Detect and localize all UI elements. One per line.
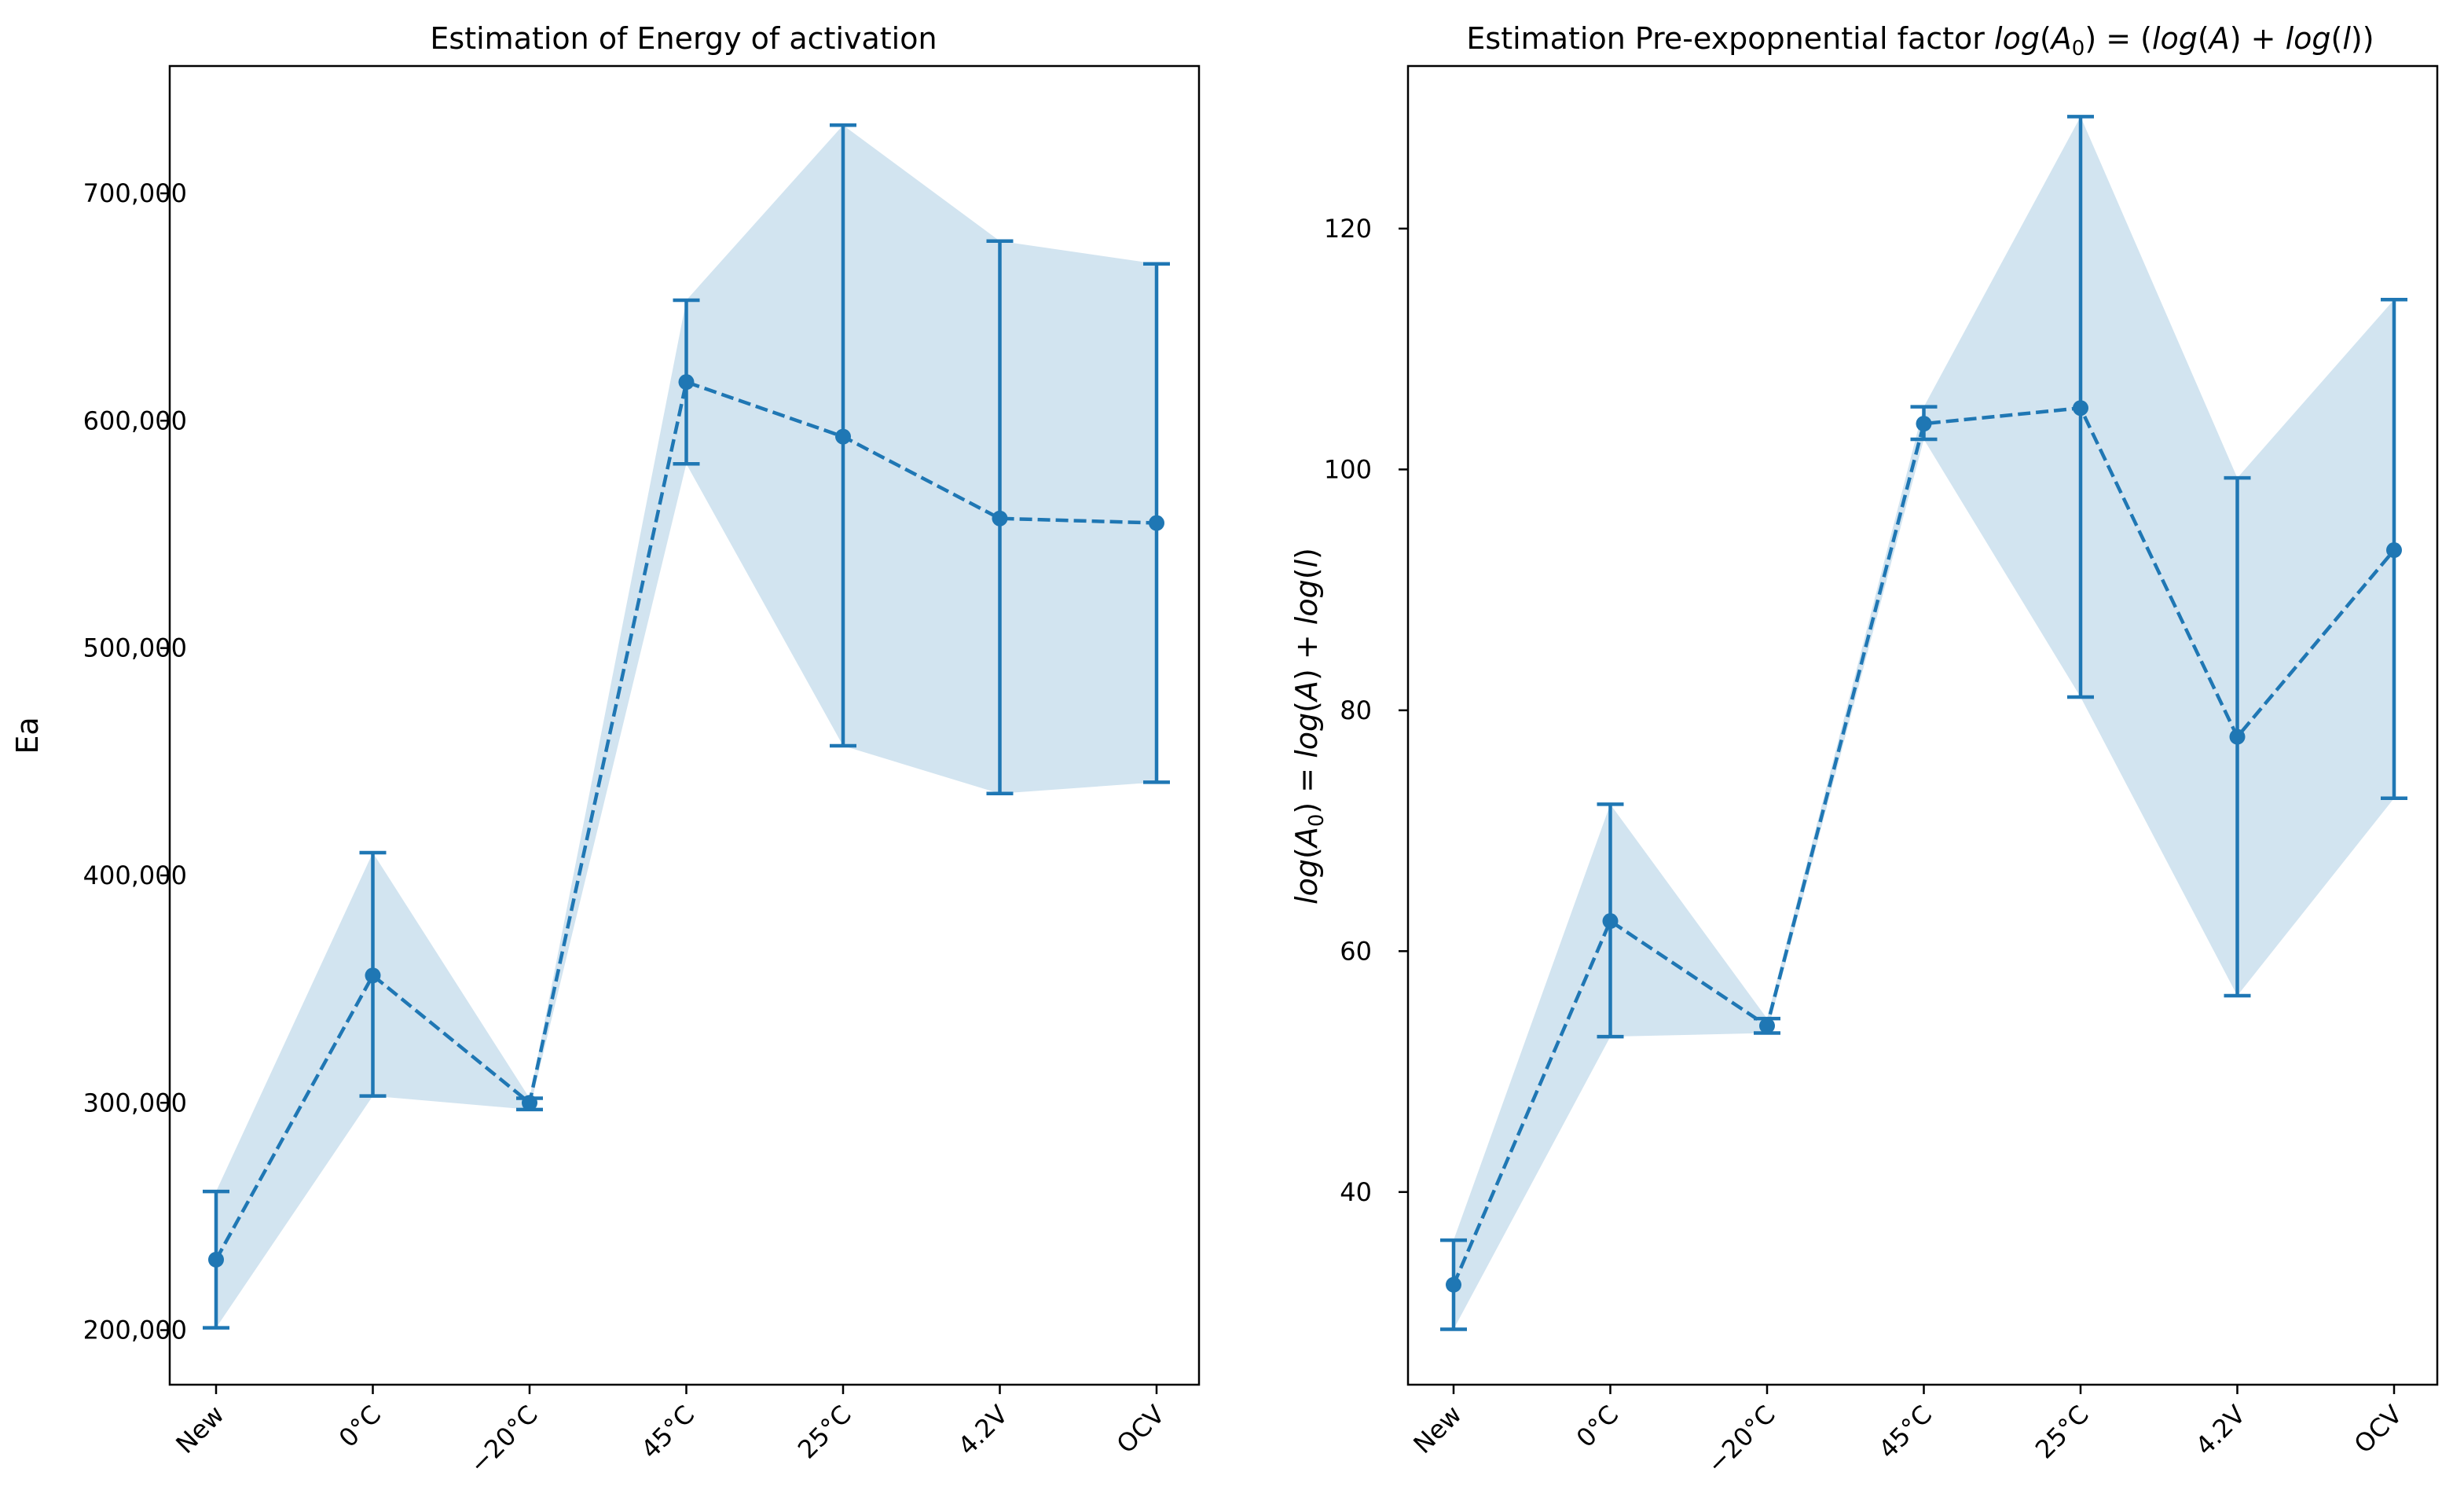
chart-energy-of-activation: Estimation of Energy of activation Ea 20… [10,21,1201,1480]
y-tick-label: 700,000 [83,178,187,208]
y-tick-label: 500,000 [83,633,187,663]
chart-title-math: A [2207,21,2230,56]
chart-title-math: )) [2351,21,2374,56]
chart-title-math: log [2152,21,2198,56]
y-axis-label: Ea [10,717,45,754]
chart-title-math: ( [2331,21,2343,56]
data-point [1446,1276,1461,1293]
chart-title-math: ( [2198,21,2209,56]
data-point [1759,1018,1775,1034]
y-axis-label-math: A [1289,681,1324,703]
y-axis-label-math: ) [1289,548,1324,560]
plot-area: 40 60 80 100 120 New 0°C −20°C 45°C 25°C 4.2V OCV [1324,64,2439,1480]
y-axis-label-math: l [1289,559,1324,567]
y-tick-label: 120 [1324,214,1372,244]
y-axis-label-math: ( [1289,701,1324,713]
chart-pre-exponential-factor: Estimation Pre-expopnential factor log(A… [1289,21,2439,1480]
y-axis-label-math: ) + [1289,625,1324,681]
y-axis-label-math: log [1289,579,1324,625]
chart-title-math: ( [2040,21,2052,56]
x-tick-label: 45°C [635,1400,700,1465]
data-point [2229,728,2246,745]
chart-title-math: l [2342,21,2351,56]
data-point [1149,515,1164,531]
x-tick-label: OCV [2348,1400,2408,1459]
data-point [992,510,1008,527]
y-tick-label: 300,000 [83,1088,187,1118]
x-tick-label: −20°C [1701,1400,1781,1480]
y-axis-label-math: A [1289,827,1324,850]
plot-area: 200,000 300,000 400,000 500,000 600,000 700,0… [83,64,1201,1480]
y-tick-label: 400,000 [83,861,187,890]
data-point [2073,400,2088,417]
data-point [365,967,381,984]
chart-title-math: ) + [2230,21,2286,56]
y-axis-label-math: ( [1289,847,1324,859]
y-tick-label: 40 [1340,1177,1372,1207]
chart-title-math: log [1994,21,2040,56]
data-point [678,374,695,391]
chart-title-math: 0 [2072,37,2085,61]
x-tick-label: 25°C [2030,1400,2095,1465]
confidence-band [1454,116,2394,1330]
x-tick-label: 0°C [333,1400,387,1453]
x-tick-label: OCV [1111,1400,1171,1459]
y-axis-label-math: log [1289,713,1324,758]
x-tick-label: −20°C [464,1400,544,1480]
plot-frame [1406,64,2439,1386]
chart-title-math: A [2049,21,2072,56]
y-tick-label: 60 [1340,936,1372,966]
x-tick-label: 45°C [1872,1400,1938,1465]
x-tick-label: 25°C [792,1400,857,1465]
y-axis-label-math: ( [1289,567,1324,579]
data-point [522,1095,537,1111]
data-point [1916,416,1932,432]
x-tick-label: 4.2V [952,1400,1014,1461]
y-tick-label: 100 [1324,454,1372,484]
confidence-band [216,125,1157,1328]
data-point [835,428,851,445]
y-tick-label: 600,000 [83,406,187,435]
data-point [2386,542,2402,559]
chart-title-math: ) = ( [2084,21,2152,56]
y-axis-label-math: log [1289,859,1324,905]
y-axis-label-math: ) = [1289,758,1324,814]
chart-title-text: Estimation Pre-expopnential factor [1466,21,1994,56]
chart-title: Estimation of Energy of activation [430,21,937,56]
data-point [1602,913,1619,930]
x-tick-label: 4.2V [2190,1400,2251,1461]
y-tick-label: 200,000 [83,1316,187,1345]
data-point [208,1251,224,1268]
y-axis-label-math: 0 [1305,814,1329,828]
x-tick-label: New [1407,1400,1467,1459]
chart-title: Estimation Pre-expopnential factor log(A… [1466,21,2374,61]
chart-title-math: log [2286,21,2331,56]
x-tick-label: 0°C [1571,1400,1624,1453]
plot-frame [168,64,1201,1386]
y-axis-label: log(A0) = log(A) + log(l) [1289,548,1329,905]
y-tick-label: 80 [1340,695,1372,725]
x-tick-label: New [170,1400,229,1459]
